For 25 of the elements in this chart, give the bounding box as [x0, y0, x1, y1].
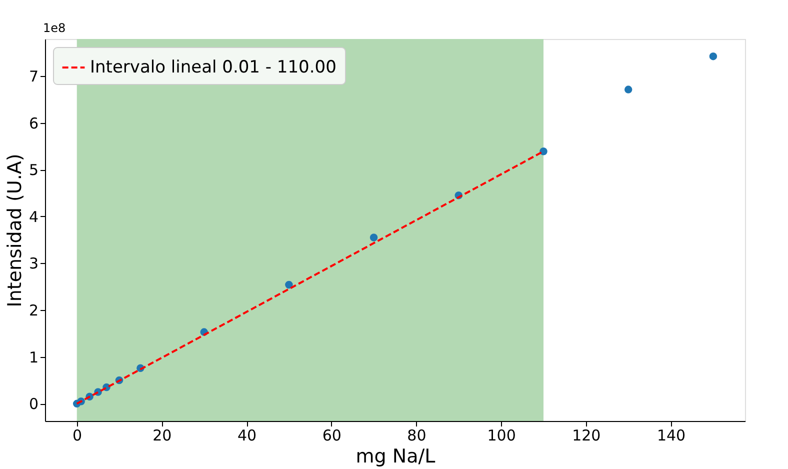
- y-tick-label: 2: [28, 302, 38, 320]
- x-tick-label: 0: [72, 426, 82, 444]
- y-tick-label: 5: [28, 161, 38, 180]
- x-tick-label: 100: [487, 426, 516, 444]
- x-axis-title: mg Na/L: [356, 446, 436, 468]
- legend-label: Intervalo lineal 0.01 - 110.00: [90, 58, 336, 78]
- y-tick-label: 3: [28, 254, 38, 273]
- x-tick-label: 40: [237, 426, 257, 444]
- point: [540, 147, 548, 156]
- point: [709, 52, 718, 60]
- point: [285, 280, 293, 289]
- x-tick-label: 120: [572, 426, 601, 444]
- x-tick-label: 20: [152, 426, 172, 444]
- x-tick-label: 140: [656, 426, 686, 444]
- x-tick-label: 80: [407, 426, 426, 444]
- text: 1e8: [43, 21, 66, 35]
- y-tick-label: 6: [28, 114, 38, 132]
- y-tick-label: 7: [28, 67, 38, 86]
- x-tick-label: 60: [322, 426, 342, 444]
- y-tick-label: 0: [28, 395, 38, 414]
- y-tick-label: 4: [28, 208, 38, 226]
- y-tick-label: 1: [28, 348, 38, 366]
- point: [370, 234, 378, 242]
- point: [624, 86, 632, 94]
- y-axis-title: Intensidad (U.A): [4, 154, 26, 308]
